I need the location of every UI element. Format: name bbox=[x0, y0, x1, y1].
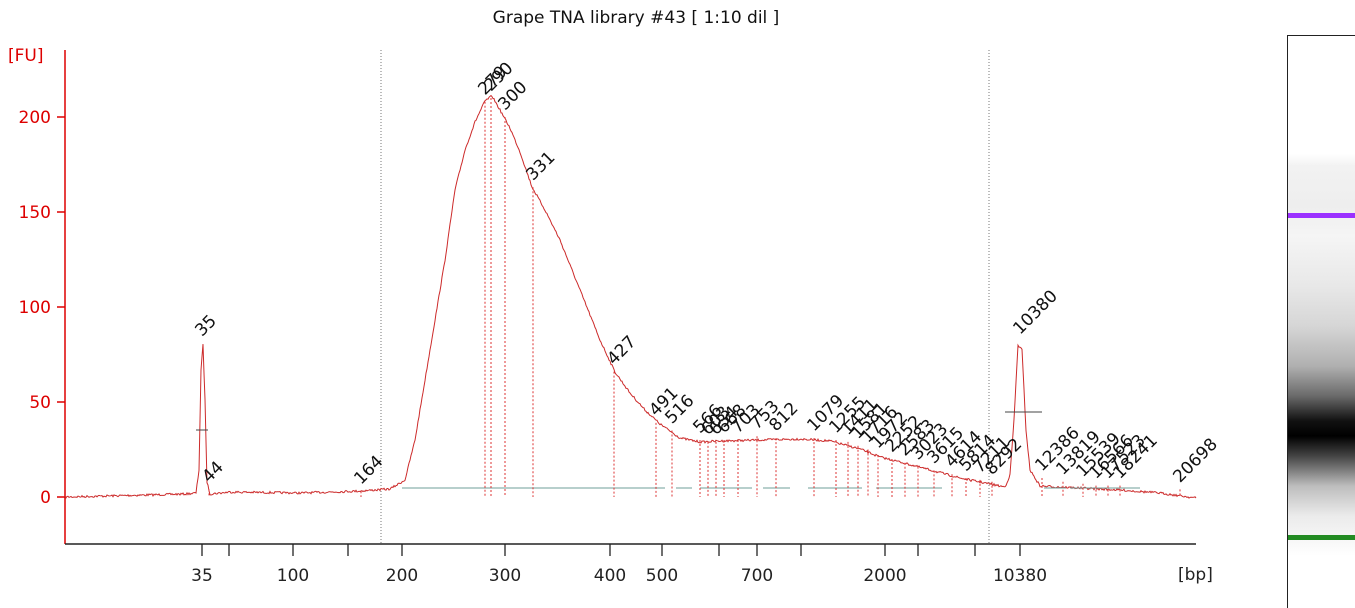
x-ticks: 35 100 200 300 400 500 700 2000 10380 bbox=[191, 544, 1047, 586]
y-tick-label: 0 bbox=[40, 488, 51, 508]
gel-lane bbox=[1287, 35, 1355, 608]
y-ticks: 0 50 100 150 200 bbox=[19, 108, 65, 508]
guides bbox=[380, 50, 990, 544]
x-tick-label: 35 bbox=[191, 566, 213, 586]
peak-label: 44 bbox=[198, 457, 227, 486]
signal-line bbox=[64, 94, 1197, 499]
y-tick-label: 150 bbox=[19, 203, 51, 223]
x-tick-label: 100 bbox=[277, 566, 309, 586]
y-tick-label: 100 bbox=[19, 298, 51, 318]
x-tick-label: 200 bbox=[386, 566, 418, 586]
gel-band-upper-marker bbox=[1288, 213, 1355, 218]
x-tick-label: 700 bbox=[741, 566, 773, 586]
gel-band-lower-marker bbox=[1288, 535, 1355, 540]
electropherogram-chart: Grape TNA library #43 [ 1:10 dil ] [FU] … bbox=[8, 8, 1222, 586]
peak-label: 164 bbox=[350, 452, 387, 489]
chart-title: Grape TNA library #43 [ 1:10 dil ] bbox=[493, 8, 780, 28]
peak-label: 331 bbox=[522, 148, 559, 185]
x-tick-label: 2000 bbox=[863, 566, 906, 586]
y-axis-label: [FU] bbox=[8, 46, 44, 66]
peak-label: 427 bbox=[603, 332, 640, 369]
x-tick-label: 10380 bbox=[993, 566, 1047, 586]
axes bbox=[64, 50, 1196, 545]
peak-label: 10380 bbox=[1009, 286, 1061, 338]
x-tick-label: 300 bbox=[489, 566, 521, 586]
x-tick-label: 400 bbox=[594, 566, 626, 586]
y-tick-label: 50 bbox=[29, 393, 51, 413]
peak-label: 35 bbox=[191, 311, 220, 340]
trace bbox=[64, 94, 1197, 499]
x-tick-label: 500 bbox=[646, 566, 678, 586]
peak-label: 20698 bbox=[1169, 435, 1221, 487]
y-tick-label: 200 bbox=[19, 108, 51, 128]
x-axis-label: [bp] bbox=[1178, 565, 1213, 585]
